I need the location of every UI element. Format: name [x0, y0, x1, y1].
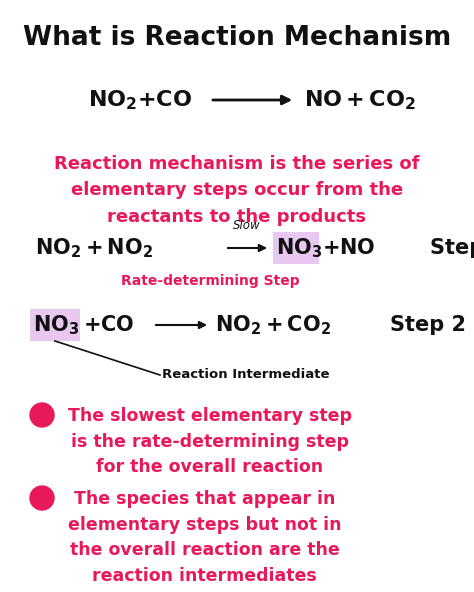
Text: Reaction mechanism is the series of
elementary steps occur from the
reactants to: Reaction mechanism is the series of elem…	[54, 155, 420, 226]
Text: $\mathbf{+ NO}$: $\mathbf{+ NO}$	[322, 238, 375, 258]
Text: The species that appear in
elementary steps but not in
the overall reaction are : The species that appear in elementary st…	[68, 490, 341, 585]
Text: $\mathbf{NO_2}$$\mathbf{+ CO}$: $\mathbf{NO_2}$$\mathbf{+ CO}$	[88, 88, 192, 112]
Text: Slow: Slow	[233, 219, 261, 232]
Text: What is Reaction Mechanism: What is Reaction Mechanism	[23, 25, 451, 51]
Text: $\mathbf{NO_2 + CO_2}$: $\mathbf{NO_2 + CO_2}$	[215, 313, 331, 337]
Text: $\mathbf{+ CO}$: $\mathbf{+ CO}$	[83, 315, 135, 335]
Text: $\mathbf{NO + CO_2}$: $\mathbf{NO + CO_2}$	[304, 88, 416, 112]
Text: Step 1: Step 1	[430, 238, 474, 258]
FancyBboxPatch shape	[30, 309, 80, 341]
Text: $\mathbf{NO_2 + NO_2}$: $\mathbf{NO_2 + NO_2}$	[35, 236, 153, 260]
Text: The slowest elementary step
is the rate-determining step
for the overall reactio: The slowest elementary step is the rate-…	[68, 407, 352, 477]
FancyBboxPatch shape	[273, 232, 319, 264]
Text: Reaction Intermediate: Reaction Intermediate	[162, 368, 329, 381]
Text: Rate-determining Step: Rate-determining Step	[121, 274, 299, 288]
Text: $\mathbf{NO_3}$: $\mathbf{NO_3}$	[276, 236, 322, 260]
Text: $\mathbf{NO_3}$: $\mathbf{NO_3}$	[33, 313, 80, 337]
Circle shape	[30, 403, 54, 427]
Text: Step 2: Step 2	[390, 315, 466, 335]
Circle shape	[30, 486, 54, 510]
